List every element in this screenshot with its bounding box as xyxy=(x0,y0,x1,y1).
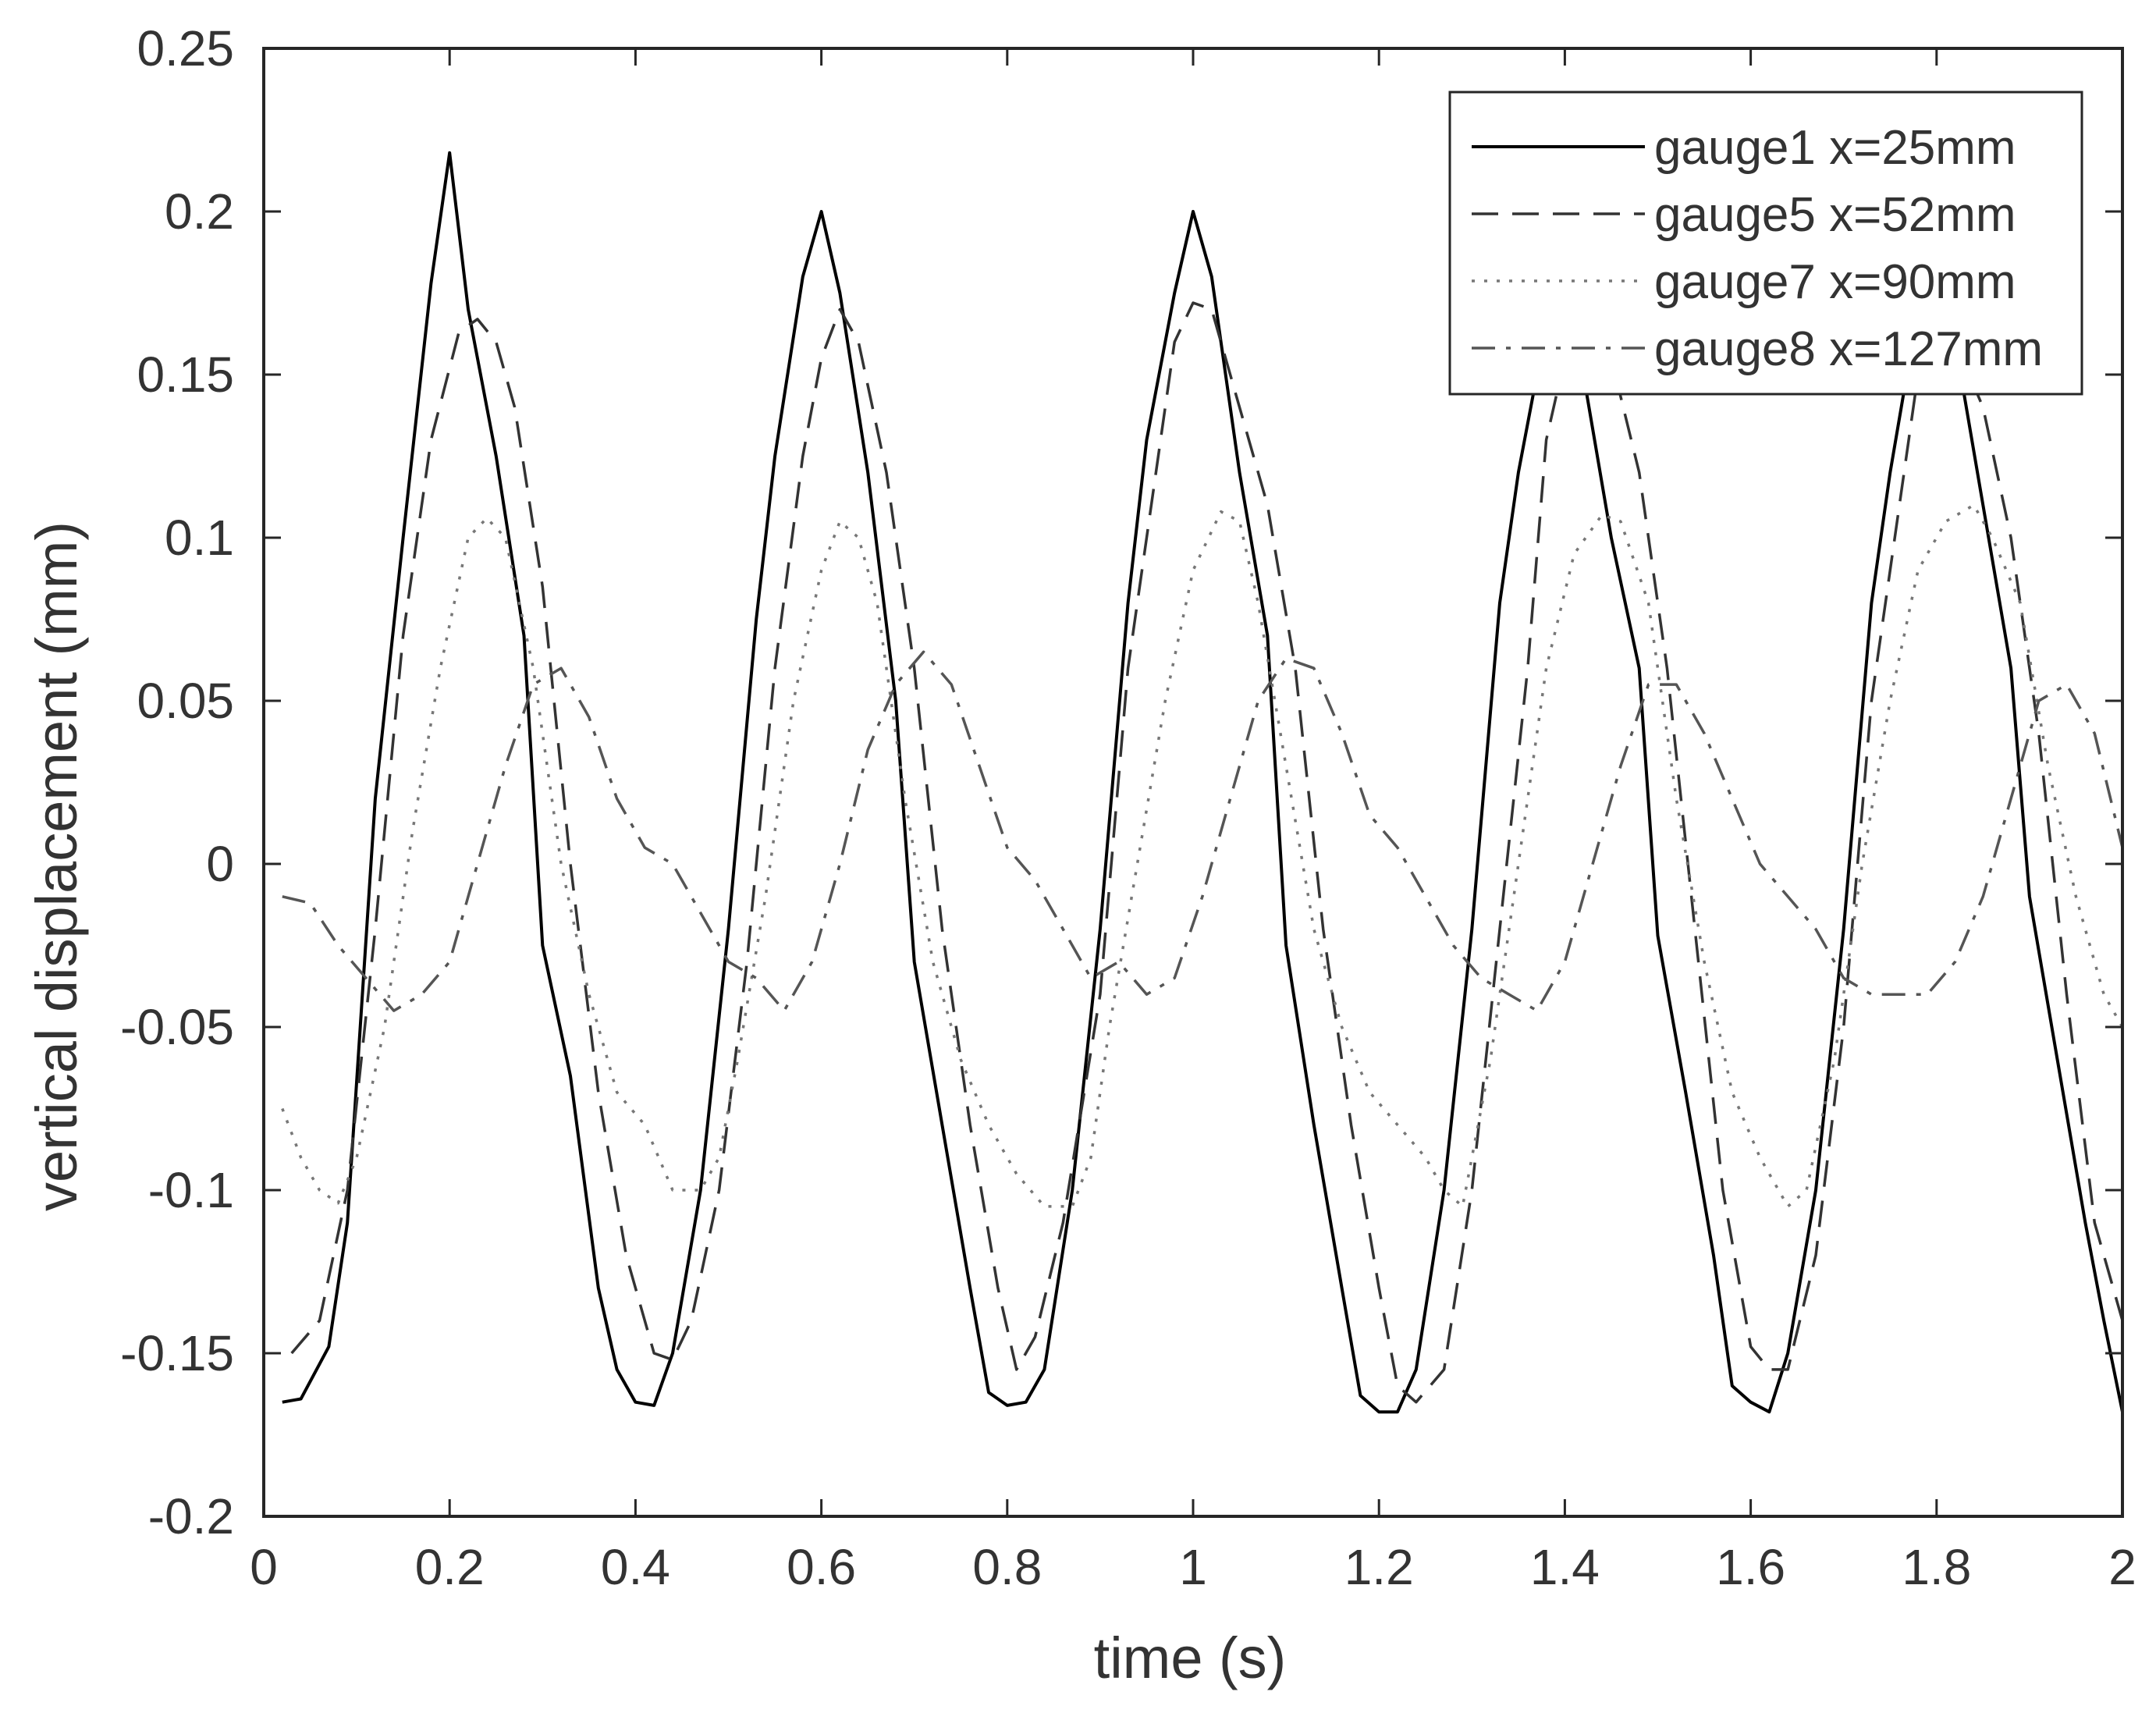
series-line-4 xyxy=(282,650,2124,1012)
legend: gauge1 x=25mm gauge5 x=52mm gauge7 x=90mm g… xyxy=(1448,91,2083,396)
series-line-1 xyxy=(282,151,2124,1414)
y-tick-label: -0.1 xyxy=(148,1162,234,1218)
y-tick-label: -0.2 xyxy=(148,1488,234,1544)
series-line-3 xyxy=(281,503,2124,1208)
x-tick-label: 0 xyxy=(250,1539,278,1595)
x-tick-label: 1 xyxy=(1179,1539,1207,1595)
x-tick-label: 0.6 xyxy=(787,1539,856,1595)
legend-label-1: gauge1 x=25mm xyxy=(1654,121,2016,175)
x-tick-label: 1.8 xyxy=(1902,1539,1971,1595)
legend-box xyxy=(1448,91,2083,396)
y-tick-label: 0.2 xyxy=(165,183,234,240)
data-series xyxy=(281,151,2124,1414)
series-line-2 xyxy=(290,301,2124,1404)
y-tick-label: 0.1 xyxy=(165,510,234,566)
x-tick-label: 1.2 xyxy=(1344,1539,1414,1595)
legend-label-4: gauge8 x=127mm xyxy=(1654,322,2043,376)
x-axis-label: time (s) xyxy=(1094,1626,1287,1690)
axes: 0 0.2 0.4 0.6 0.8 1 1.2 1.4 1.6 1.8 2 -0.2 -0.15 -0.1… xyxy=(120,20,2136,1595)
y-tick-label: -0.05 xyxy=(120,999,234,1055)
y-axis-label: vertical displacement (mm) xyxy=(24,521,89,1211)
y-tick-label: 0.05 xyxy=(137,673,234,729)
y-tick-label: 0 xyxy=(206,836,234,892)
y-tick-label: 0.15 xyxy=(137,347,234,403)
x-tick-label: 0.8 xyxy=(972,1539,1042,1595)
y-tick-label: -0.15 xyxy=(120,1325,234,1381)
legend-label-2: gauge5 x=52mm xyxy=(1654,188,2016,242)
x-tick-label: 1.6 xyxy=(1716,1539,1785,1595)
legend-label-3: gauge7 x=90mm xyxy=(1654,255,2016,309)
x-tick-label: 1.4 xyxy=(1530,1539,1600,1595)
x-tick-label: 0.4 xyxy=(601,1539,670,1595)
y-tick-label: 0.25 xyxy=(137,20,234,76)
x-tick-label: 2 xyxy=(2108,1539,2136,1595)
x-tick-label: 0.2 xyxy=(415,1539,485,1595)
